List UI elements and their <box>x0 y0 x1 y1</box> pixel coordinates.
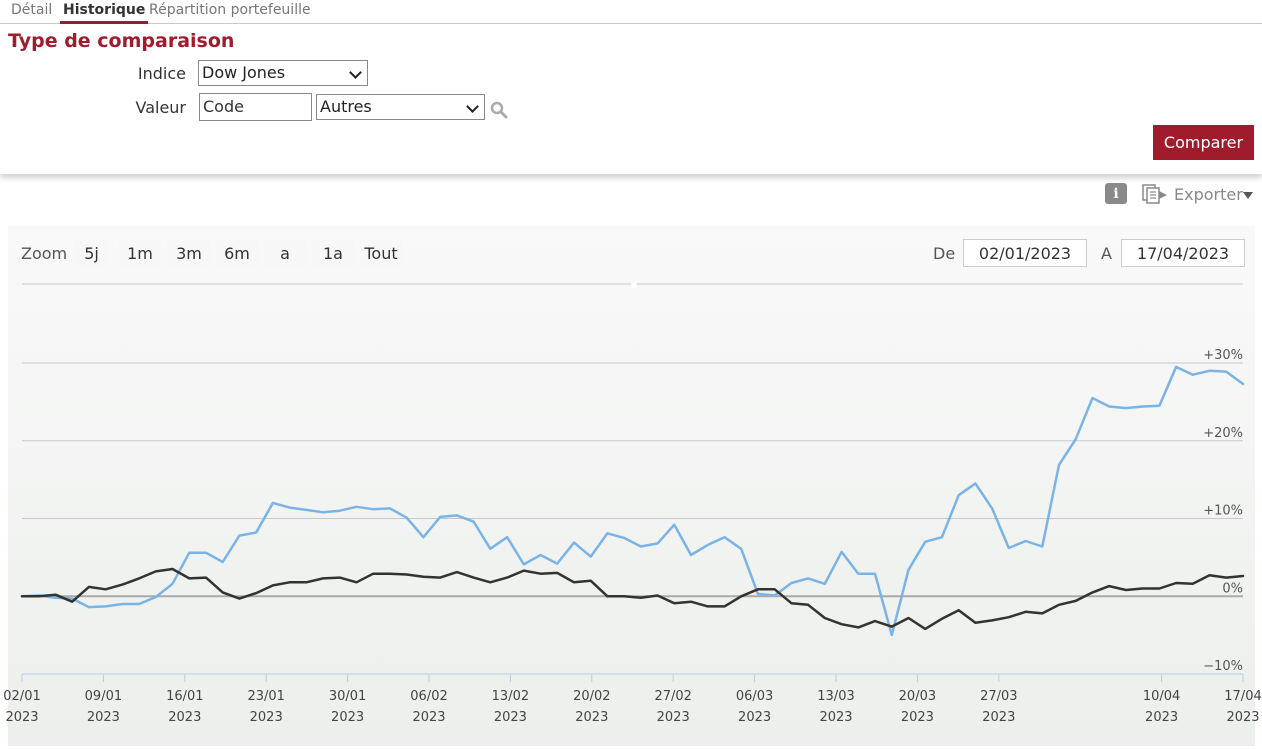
x-tick-year-label: 2023 <box>331 710 364 725</box>
x-tick-label: 30/01 <box>329 689 366 704</box>
tab-bar: Détail Historique Répartition portefeuil… <box>0 0 1262 24</box>
y-tick-label: +20% <box>1203 426 1243 441</box>
from-date-input[interactable]: 02/01/2023 <box>963 239 1087 267</box>
x-tick-year-label: 2023 <box>1226 710 1259 725</box>
zoom-6m-button[interactable]: 6m <box>216 240 258 266</box>
x-tick-label: 09/01 <box>85 689 122 704</box>
x-tick-year-label: 2023 <box>901 710 934 725</box>
export-icon[interactable] <box>1142 184 1168 204</box>
chart-area <box>8 226 1255 746</box>
x-tick-year-label: 2023 <box>250 710 283 725</box>
x-tick-label: 27/03 <box>980 689 1017 704</box>
series-line[interactable] <box>20 567 1245 631</box>
x-tick-label: 06/03 <box>736 689 773 704</box>
x-tick-label: 17/04 <box>1224 689 1261 704</box>
zoom-3m-button[interactable]: 3m <box>168 240 210 266</box>
to-label: A <box>1101 244 1112 263</box>
y-tick-label: 0% <box>1222 581 1243 596</box>
indice-select-value: Dow Jones <box>202 63 286 82</box>
x-tick-label: 20/03 <box>899 689 936 704</box>
caret-down-icon[interactable] <box>1243 192 1253 199</box>
indice-label: Indice <box>137 64 186 83</box>
search-icon[interactable] <box>490 101 508 119</box>
indice-select[interactable]: Dow Jones <box>198 60 368 86</box>
x-tick-label: 27/02 <box>654 689 691 704</box>
tab-detail[interactable]: Détail <box>11 2 53 18</box>
x-tick-year-label: 2023 <box>87 710 120 725</box>
x-tick-year-label: 2023 <box>5 710 38 725</box>
x-tick-label: 10/04 <box>1143 689 1180 704</box>
zoom-label: Zoom <box>21 244 68 263</box>
zoom-5j-button[interactable]: 5j <box>75 240 108 266</box>
to-date-input[interactable]: 17/04/2023 <box>1121 239 1245 267</box>
x-tick-year-label: 2023 <box>412 710 445 725</box>
x-tick-year-label: 2023 <box>657 710 690 725</box>
x-tick-year-label: 2023 <box>738 710 771 725</box>
x-tick-label: 13/02 <box>492 689 529 704</box>
zoom-all-button[interactable]: Tout <box>360 240 402 266</box>
x-tick-label: 16/01 <box>166 689 203 704</box>
zoom-ytd-button[interactable]: a <box>264 240 306 266</box>
zoom-1m-button[interactable]: 1m <box>119 240 161 266</box>
navigator-handle[interactable] <box>631 282 637 288</box>
zoom-1a-button[interactable]: 1a <box>312 240 354 266</box>
x-tick-year-label: 2023 <box>819 710 852 725</box>
valeur-label: Valeur <box>135 98 186 117</box>
y-tick-label: +30% <box>1203 348 1243 363</box>
x-tick-year-label: 2023 <box>575 710 608 725</box>
x-tick-label: 06/02 <box>410 689 447 704</box>
x-tick-year-label: 2023 <box>1145 710 1178 725</box>
x-tick-label: 20/02 <box>573 689 610 704</box>
info-icon[interactable]: i <box>1105 183 1127 204</box>
x-tick-year-label: 2023 <box>168 710 201 725</box>
x-tick-label: 23/01 <box>247 689 284 704</box>
from-label: De <box>933 244 956 263</box>
x-tick-label: 02/01 <box>3 689 40 704</box>
x-tick-year-label: 2023 <box>982 710 1015 725</box>
panel-title: Type de comparaison <box>8 30 235 52</box>
autres-select-value: Autres <box>320 97 372 116</box>
comparison-panel: Type de comparaison <box>0 24 1262 174</box>
code-input[interactable]: Code <box>199 93 312 121</box>
x-tick-year-label: 2023 <box>494 710 527 725</box>
export-label[interactable]: Exporter <box>1174 185 1243 204</box>
x-tick-label: 13/03 <box>817 689 854 704</box>
compare-button[interactable]: Comparer <box>1153 125 1254 160</box>
y-tick-label: +10% <box>1203 504 1243 519</box>
tab-repartition[interactable]: Répartition portefeuille <box>149 2 311 18</box>
autres-select[interactable]: Autres <box>316 94 485 120</box>
tab-historique[interactable]: Historique <box>60 2 149 24</box>
y-tick-label: −10% <box>1203 659 1243 674</box>
series-line[interactable] <box>20 365 1245 637</box>
